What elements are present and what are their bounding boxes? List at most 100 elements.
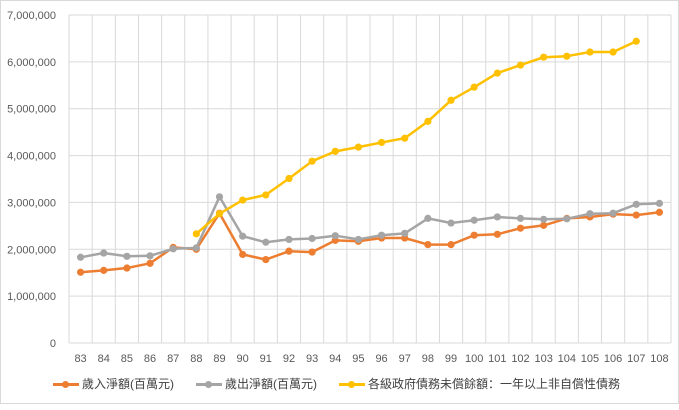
x-tick-label: 87: [167, 353, 179, 365]
data-point: [239, 250, 247, 259]
data-point: [493, 69, 501, 77]
legend: 歲入淨額(百萬元) 歲出淨額(百萬元) 各級政府債務未償餘額：一年以上非自償性債…: [53, 375, 642, 392]
legend-label: 各級政府債務未償餘額：一年以上非自償性債務: [368, 377, 621, 391]
data-point: [563, 52, 571, 60]
line-marker-icon: [196, 378, 222, 390]
x-tick-label: 91: [260, 353, 272, 365]
data-point: [586, 210, 594, 218]
data-point: [123, 252, 131, 260]
data-point: [609, 48, 617, 56]
data-point: [424, 117, 432, 125]
x-tick-label: 89: [213, 353, 225, 365]
data-point: [424, 214, 432, 222]
x-tick-label: 104: [558, 353, 576, 365]
line-marker-icon: [339, 378, 365, 390]
data-point: [493, 230, 501, 238]
legend-item-expenditure: 歲出淨額(百萬元): [196, 375, 317, 392]
y-tick-label: 2,000,000: [7, 244, 56, 256]
data-point: [146, 252, 154, 260]
x-tick-label: 84: [98, 353, 110, 365]
x-tick-label: 88: [190, 353, 202, 365]
data-point: [447, 219, 455, 227]
data-point: [377, 138, 386, 147]
data-point: [215, 210, 224, 218]
x-tick-label: 102: [511, 353, 529, 365]
data-point: [123, 264, 131, 272]
x-tick-label: 94: [329, 353, 341, 365]
data-point: [169, 245, 177, 253]
data-point: [563, 215, 571, 223]
data-point: [632, 211, 640, 219]
y-tick-label: 6,000,000: [7, 57, 56, 69]
y-tick-label: 1,000,000: [7, 291, 56, 303]
series-line-1: [76, 193, 664, 261]
data-point: [239, 196, 247, 204]
data-point: [308, 248, 316, 256]
data-point: [609, 209, 617, 217]
y-tick-label: 7,000,000: [7, 10, 56, 22]
data-point: [470, 216, 478, 224]
data-point: [540, 215, 548, 223]
data-point: [470, 231, 478, 239]
x-tick-label: 101: [488, 353, 506, 365]
x-tick-label: 92: [283, 353, 295, 365]
data-point: [632, 200, 640, 208]
x-tick-label: 95: [352, 353, 364, 365]
data-point: [308, 234, 316, 243]
legend-label: 歲出淨額(百萬元): [225, 377, 317, 391]
x-tick-label: 100: [465, 353, 483, 365]
data-point: [540, 221, 548, 229]
data-point: [655, 199, 664, 207]
x-tick-label: 98: [422, 353, 434, 365]
data-point: [424, 241, 432, 249]
x-tick-label: 107: [627, 353, 645, 365]
x-tick-label: 99: [445, 353, 457, 365]
data-point: [285, 174, 293, 183]
data-point: [262, 238, 270, 246]
data-point: [377, 231, 386, 239]
data-point: [239, 232, 247, 240]
x-tick-label: 86: [144, 353, 156, 365]
data-point: [401, 229, 409, 237]
series-line-2: [192, 37, 640, 238]
data-point: [285, 247, 293, 255]
x-tick-label: 93: [306, 353, 318, 365]
y-tick-label: 4,000,000: [7, 151, 56, 163]
data-point: [100, 249, 108, 257]
line-marker-icon: [53, 378, 79, 390]
data-point: [192, 244, 200, 252]
x-tick-label: 103: [534, 353, 552, 365]
x-tick-label: 96: [375, 353, 387, 365]
data-point: [192, 230, 200, 238]
x-tick-label: 83: [74, 353, 86, 365]
data-point: [447, 96, 455, 104]
data-point: [354, 235, 363, 244]
data-point: [354, 143, 363, 151]
x-tick-label: 97: [399, 353, 411, 365]
x-tick-label: 105: [581, 353, 599, 365]
data-point: [262, 191, 270, 199]
data-point: [655, 208, 664, 216]
y-tick-label: 3,000,000: [7, 197, 56, 209]
x-tick-label: 85: [121, 353, 133, 365]
data-point: [215, 193, 224, 201]
data-point: [516, 61, 525, 69]
y-tick-label: 5,000,000: [7, 104, 56, 116]
data-point: [516, 224, 525, 232]
data-point: [516, 214, 525, 222]
data-point: [262, 255, 270, 264]
x-tick-label: 90: [237, 353, 249, 365]
legend-label: 歲入淨額(百萬元): [82, 377, 174, 391]
data-point: [632, 37, 640, 45]
data-point: [540, 53, 548, 61]
data-point: [447, 241, 455, 249]
data-point: [470, 83, 478, 91]
data-point: [76, 268, 85, 276]
data-point: [100, 266, 108, 274]
y-tick-label: 0: [50, 338, 56, 350]
data-point: [308, 157, 316, 165]
data-point: [285, 235, 293, 244]
data-point: [586, 48, 594, 56]
